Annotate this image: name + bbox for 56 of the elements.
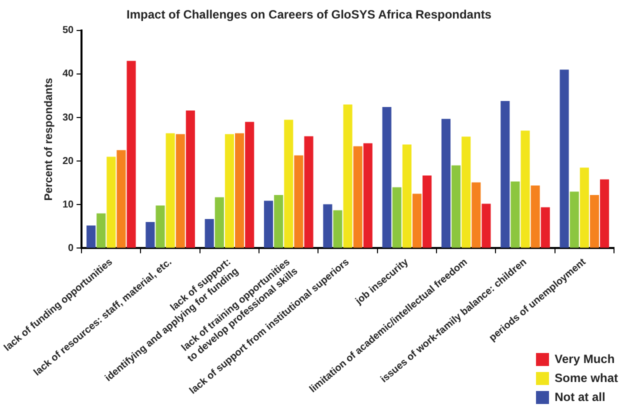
bar [353, 146, 362, 248]
bar [235, 133, 244, 248]
bar [412, 194, 422, 248]
bar [284, 120, 294, 248]
legend-label: Not at all [554, 390, 606, 404]
bar [402, 144, 412, 248]
bar [441, 118, 451, 248]
bar [343, 104, 352, 248]
bar [500, 100, 510, 248]
bar [116, 150, 126, 248]
bar [530, 185, 540, 248]
bar [204, 219, 214, 248]
y-tick-label: 20 [62, 156, 74, 167]
chart-title: Impact of Challenges on Careers of GloSYS Africa Respondants [126, 8, 492, 22]
bar [126, 60, 136, 248]
bar [264, 200, 274, 248]
bar [472, 182, 481, 248]
bar [86, 226, 96, 248]
bar [176, 134, 185, 248]
bar [363, 143, 372, 248]
bar [294, 155, 304, 248]
bar [580, 168, 589, 248]
bar [304, 136, 314, 248]
y-tick-label: 50 [62, 25, 74, 36]
y-axis-title: Percent of respondants [42, 78, 55, 201]
bar [96, 213, 106, 248]
legend-label: Very Much [554, 352, 615, 366]
bar [392, 187, 402, 248]
y-tick-label: 40 [62, 68, 74, 80]
bar [245, 122, 254, 248]
bar [520, 130, 530, 248]
bar [540, 207, 550, 248]
bar [462, 136, 471, 248]
bar [274, 195, 284, 248]
y-tick-label: 30 [62, 112, 74, 124]
bar [510, 182, 520, 248]
bar [166, 133, 175, 248]
bar [452, 165, 461, 248]
legend-label: Some what [554, 371, 618, 385]
bar [560, 70, 569, 248]
bar [600, 179, 610, 248]
bar [482, 204, 491, 248]
bar [156, 206, 165, 248]
bar [146, 222, 155, 248]
bar [186, 110, 195, 248]
bar [224, 134, 234, 248]
bar [333, 210, 342, 248]
y-tick-label: 0 [68, 242, 74, 254]
bar [106, 156, 116, 248]
bar [323, 204, 332, 248]
y-tick-label: 10 [62, 199, 74, 210]
bar [214, 197, 224, 248]
bar [382, 107, 392, 248]
bar [590, 195, 600, 248]
bar [570, 192, 579, 248]
bar [422, 175, 432, 248]
